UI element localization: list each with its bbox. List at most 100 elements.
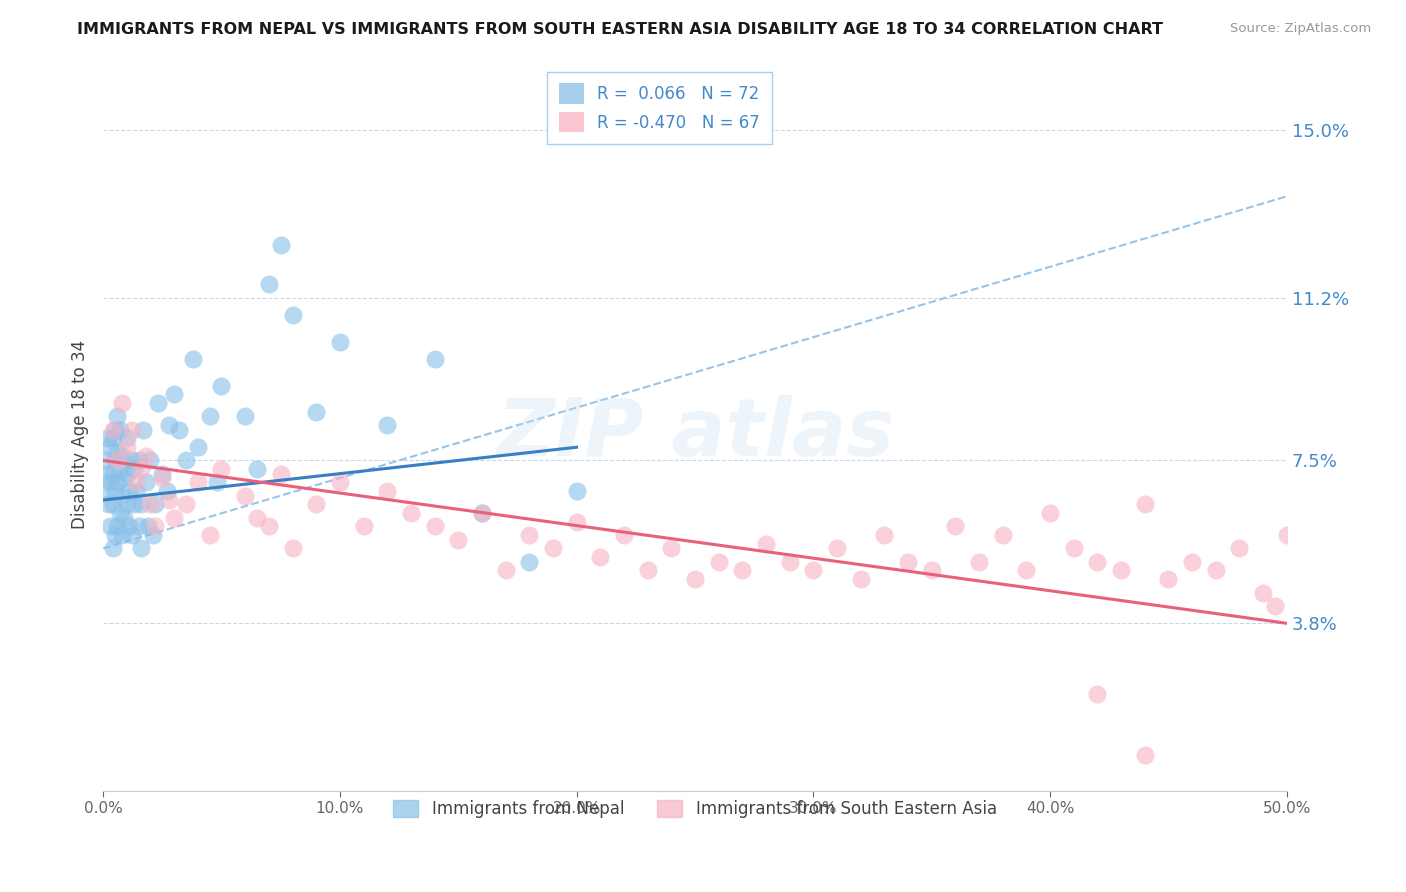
Point bbox=[111, 489, 134, 503]
Point bbox=[755, 537, 778, 551]
Point bbox=[613, 528, 636, 542]
Point bbox=[139, 498, 162, 512]
Point bbox=[118, 484, 141, 499]
Point bbox=[156, 484, 179, 499]
Point bbox=[921, 564, 943, 578]
Point bbox=[187, 475, 209, 490]
Point bbox=[142, 528, 165, 542]
Y-axis label: Disability Age 18 to 34: Disability Age 18 to 34 bbox=[72, 340, 89, 529]
Point bbox=[329, 334, 352, 349]
Point bbox=[108, 462, 131, 476]
Point bbox=[1157, 572, 1180, 586]
Point bbox=[565, 484, 588, 499]
Point bbox=[246, 462, 269, 476]
Point bbox=[233, 409, 256, 424]
Point bbox=[1275, 528, 1298, 542]
Point bbox=[825, 541, 848, 556]
Point bbox=[101, 498, 124, 512]
Point bbox=[139, 453, 162, 467]
Point bbox=[104, 423, 127, 437]
Point bbox=[94, 484, 117, 499]
Point bbox=[101, 467, 124, 481]
Point bbox=[707, 555, 730, 569]
Point bbox=[135, 475, 157, 490]
Point bbox=[1087, 687, 1109, 701]
Point bbox=[114, 510, 136, 524]
Point bbox=[135, 449, 157, 463]
Point bbox=[97, 498, 120, 512]
Point bbox=[801, 564, 824, 578]
Point bbox=[471, 506, 494, 520]
Point bbox=[97, 467, 120, 481]
Point bbox=[246, 510, 269, 524]
Point bbox=[1087, 555, 1109, 569]
Point bbox=[125, 475, 148, 490]
Point bbox=[143, 498, 166, 512]
Point bbox=[897, 555, 920, 569]
Point bbox=[174, 498, 197, 512]
Point bbox=[121, 528, 143, 542]
Point bbox=[111, 396, 134, 410]
Point bbox=[517, 555, 540, 569]
Point bbox=[1264, 599, 1286, 613]
Point bbox=[104, 484, 127, 499]
Point bbox=[565, 515, 588, 529]
Point bbox=[105, 444, 128, 458]
Point bbox=[399, 506, 422, 520]
Point bbox=[136, 519, 159, 533]
Point bbox=[143, 519, 166, 533]
Point bbox=[637, 564, 659, 578]
Point bbox=[1229, 541, 1251, 556]
Legend: Immigrants from Nepal, Immigrants from South Eastern Asia: Immigrants from Nepal, Immigrants from S… bbox=[387, 794, 1004, 825]
Point bbox=[108, 506, 131, 520]
Point bbox=[157, 418, 180, 433]
Text: Source: ZipAtlas.com: Source: ZipAtlas.com bbox=[1230, 22, 1371, 36]
Point bbox=[132, 423, 155, 437]
Point bbox=[121, 453, 143, 467]
Point bbox=[104, 453, 127, 467]
Point bbox=[1015, 564, 1038, 578]
Point bbox=[731, 564, 754, 578]
Point bbox=[1133, 748, 1156, 763]
Point bbox=[1133, 498, 1156, 512]
Point bbox=[353, 519, 375, 533]
Point bbox=[205, 475, 228, 490]
Point bbox=[150, 467, 173, 481]
Point bbox=[111, 528, 134, 542]
Point bbox=[1109, 564, 1132, 578]
Point bbox=[97, 432, 120, 446]
Point bbox=[104, 528, 127, 542]
Point bbox=[122, 498, 145, 512]
Point bbox=[122, 462, 145, 476]
Point bbox=[129, 541, 152, 556]
Point bbox=[198, 528, 221, 542]
Point bbox=[105, 409, 128, 424]
Point bbox=[329, 475, 352, 490]
Point bbox=[114, 471, 136, 485]
Point bbox=[270, 467, 292, 481]
Point bbox=[423, 352, 446, 367]
Point bbox=[967, 555, 990, 569]
Point bbox=[105, 519, 128, 533]
Point bbox=[541, 541, 564, 556]
Point bbox=[125, 484, 148, 499]
Point bbox=[1181, 555, 1204, 569]
Point bbox=[198, 409, 221, 424]
Point bbox=[471, 506, 494, 520]
Point bbox=[118, 519, 141, 533]
Point bbox=[375, 418, 398, 433]
Point bbox=[101, 541, 124, 556]
Point bbox=[150, 471, 173, 485]
Point bbox=[849, 572, 872, 586]
Point bbox=[129, 498, 152, 512]
Point bbox=[128, 453, 150, 467]
Point bbox=[98, 519, 121, 533]
Point bbox=[257, 277, 280, 292]
Text: ZIP atlas: ZIP atlas bbox=[496, 395, 894, 473]
Point bbox=[659, 541, 682, 556]
Point bbox=[683, 572, 706, 586]
Point bbox=[98, 440, 121, 454]
Point bbox=[1039, 506, 1062, 520]
Text: IMMIGRANTS FROM NEPAL VS IMMIGRANTS FROM SOUTH EASTERN ASIA DISABILITY AGE 18 TO: IMMIGRANTS FROM NEPAL VS IMMIGRANTS FROM… bbox=[77, 22, 1163, 37]
Point bbox=[108, 423, 131, 437]
